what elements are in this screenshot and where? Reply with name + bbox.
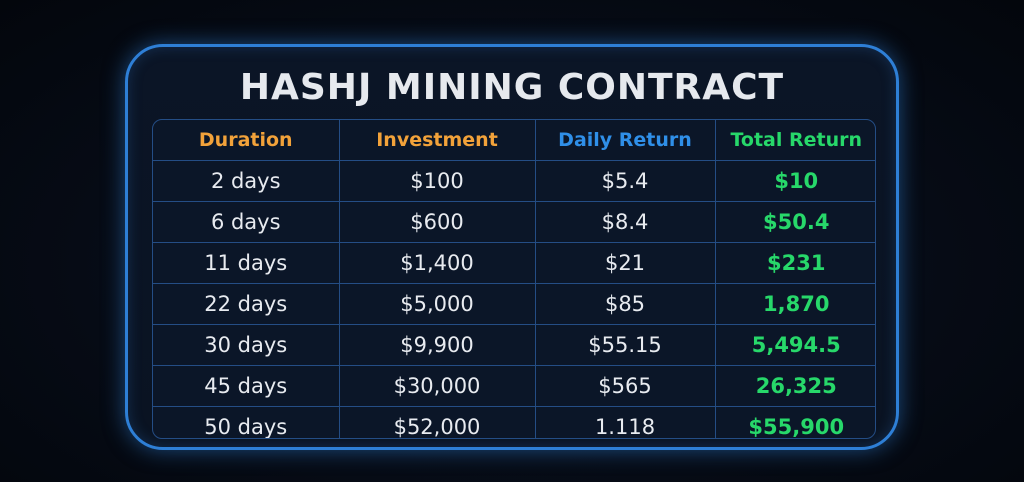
table-row: 30 days $9,900 $55.15 5,494.5 [153, 324, 875, 366]
cell-daily-return: $5.4 [534, 160, 716, 202]
cell-total-return: $55,900 [714, 406, 875, 438]
table-row: 22 days $5,000 $85 1,870 [153, 283, 875, 325]
table-row: 2 days $100 $5.4 $10 [153, 160, 875, 202]
table-row: 11 days $1,400 $21 $231 [153, 242, 875, 284]
cell-total-return: 1,870 [714, 283, 875, 325]
cell-daily-return: $8.4 [534, 201, 716, 243]
cell-daily-return: 1.118 [534, 406, 716, 438]
cell-duration: 11 days [153, 242, 340, 284]
contract-table: Duration Investment Daily Return Total R… [152, 119, 876, 439]
cell-duration: 2 days [153, 160, 340, 202]
cell-investment: $30,000 [338, 365, 536, 407]
header-investment: Investment [338, 120, 536, 161]
cell-investment: $1,400 [338, 242, 536, 284]
cell-investment: $9,900 [338, 324, 536, 366]
cell-total-return: 26,325 [714, 365, 875, 407]
cell-duration: 6 days [153, 201, 340, 243]
cell-duration: 50 days [153, 406, 340, 438]
cell-total-return: $50.4 [714, 201, 875, 243]
cell-daily-return: $21 [534, 242, 716, 284]
cell-total-return: $231 [714, 242, 875, 284]
page-title: HASHJ MINING CONTRACT [239, 67, 785, 108]
table-row: 6 days $600 $8.4 $50.4 [153, 201, 875, 243]
cell-daily-return: $85 [534, 283, 716, 325]
cell-investment: $600 [338, 201, 536, 243]
cell-daily-return: $565 [534, 365, 716, 407]
header-total-return: Total Return [714, 120, 875, 161]
cell-duration: 45 days [153, 365, 340, 407]
header-daily-return: Daily Return [534, 120, 716, 161]
cell-total-return: $10 [714, 160, 875, 202]
cell-duration: 30 days [153, 324, 340, 366]
cell-investment: $5,000 [338, 283, 536, 325]
cell-investment: $52,000 [338, 406, 536, 438]
contract-card: HASHJ MINING CONTRACT Duration Investmen… [125, 44, 899, 450]
table-row: 50 days $52,000 1.118 $55,900 [153, 406, 875, 438]
cell-daily-return: $55.15 [534, 324, 716, 366]
table-header-row: Duration Investment Daily Return Total R… [153, 120, 875, 161]
table-row: 45 days $30,000 $565 26,325 [153, 365, 875, 407]
cell-investment: $100 [338, 160, 536, 202]
header-duration: Duration [153, 120, 340, 161]
cell-duration: 22 days [153, 283, 340, 325]
cell-total-return: 5,494.5 [714, 324, 875, 366]
